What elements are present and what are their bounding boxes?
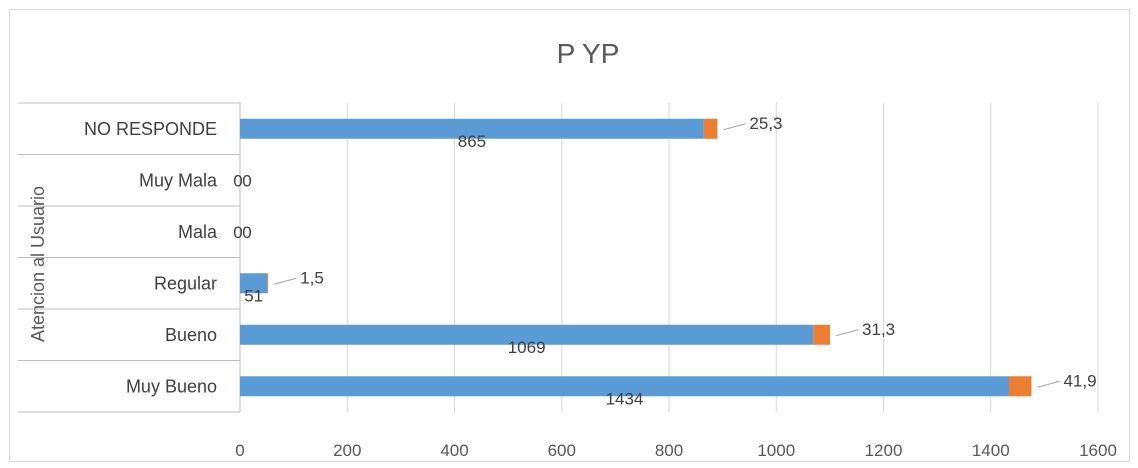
value-label-count: 1069 bbox=[508, 338, 546, 357]
x-tick-label: 1200 bbox=[865, 441, 903, 460]
value-label-percent: 31,3 bbox=[862, 320, 895, 339]
axes: 0 200 400 600 800 1000 1200 1400 1600 NO RESPONDE… bbox=[18, 102, 1117, 460]
bar-percent bbox=[813, 324, 831, 345]
leader-line bbox=[835, 329, 859, 337]
bars bbox=[240, 118, 1032, 397]
chart-title: P YP bbox=[557, 38, 620, 69]
bar-percent bbox=[267, 273, 269, 294]
x-tick-label: 1000 bbox=[757, 441, 795, 460]
value-label-percent: 0 bbox=[242, 171, 251, 190]
bar-count bbox=[240, 118, 704, 139]
grid-lines bbox=[346, 103, 1099, 412]
category-label: Mala bbox=[178, 222, 218, 242]
leader-line bbox=[1037, 380, 1060, 388]
value-label-count: 865 bbox=[458, 132, 486, 151]
y-axis-title: Atencion al Usuario bbox=[28, 186, 48, 342]
x-tick-label: 400 bbox=[440, 441, 468, 460]
category-label: NO RESPONDE bbox=[84, 119, 217, 139]
value-label-count: 1434 bbox=[606, 389, 644, 408]
category-label: Muy Bueno bbox=[126, 376, 217, 396]
category-label: Bueno bbox=[165, 325, 217, 345]
x-tick-label: 0 bbox=[235, 441, 244, 460]
x-tick-label: 600 bbox=[548, 441, 576, 460]
bar-count bbox=[240, 376, 1009, 397]
x-tick-label: 1400 bbox=[972, 441, 1010, 460]
bar-percent bbox=[703, 118, 718, 139]
value-label-percent: 25,3 bbox=[749, 114, 782, 133]
category-label: Regular bbox=[154, 273, 217, 293]
x-tick-label: 200 bbox=[333, 441, 361, 460]
value-label-percent: 41,9 bbox=[1063, 371, 1096, 390]
leader-line bbox=[723, 123, 746, 131]
value-label-count: 0 bbox=[233, 223, 242, 242]
value-label-count: 0 bbox=[233, 171, 242, 190]
bar-count bbox=[240, 324, 814, 345]
x-tick-label: 800 bbox=[655, 441, 683, 460]
x-tick-label: 1600 bbox=[1079, 441, 1117, 460]
value-label-percent: 0 bbox=[242, 223, 251, 242]
bar-percent bbox=[1008, 376, 1032, 397]
bar-count bbox=[240, 273, 268, 294]
category-label: Muy Mala bbox=[139, 170, 218, 190]
leader-line bbox=[274, 277, 297, 285]
value-label-percent: 1,5 bbox=[300, 268, 324, 287]
value-label-count: 51 bbox=[244, 286, 263, 305]
